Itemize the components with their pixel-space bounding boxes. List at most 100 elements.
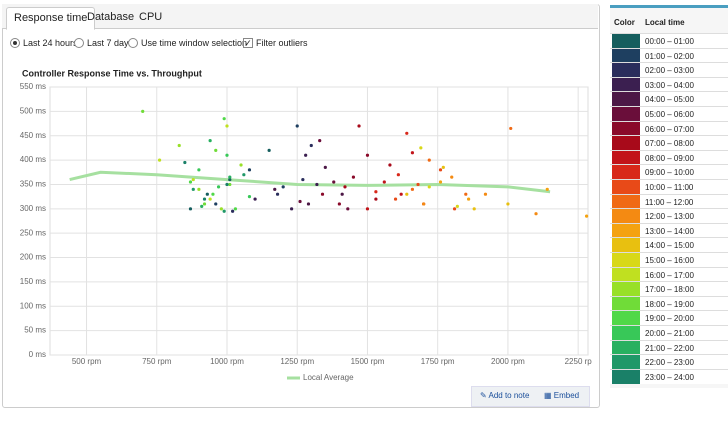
data-point [208,139,212,143]
data-point [388,163,392,167]
tab[interactable]: CPU [139,11,163,23]
legend-row: 04:00 – 05:00 [610,91,728,107]
data-point [416,182,420,187]
y-tick-label: 500 ms [20,106,46,115]
data-point [304,153,308,157]
x-tick-label: 1500 rpm [351,357,385,366]
x-tick-label: 750 rpm [142,357,172,366]
data-point [301,177,305,182]
data-point [405,131,409,135]
checkbox-option[interactable]: ✓ Filter outliers [243,38,308,48]
data-point [427,158,431,162]
data-point [438,168,443,172]
data-point [219,207,223,211]
y-tick-label: 150 ms [20,277,46,286]
data-point [298,199,302,204]
data-point [337,202,341,206]
legend-row: 10:00 – 11:00 [610,179,728,195]
legend-label: 00:00 – 01:00 [645,37,694,46]
data-point [239,163,243,167]
color-swatch [612,48,640,64]
color-swatch [612,63,640,78]
x-tick-label: 1000 rpm [210,357,244,366]
legend-label: Local Average [303,373,354,382]
data-point [202,202,207,206]
data-point [228,177,232,182]
data-point [290,207,294,211]
button-label: Add to note [488,391,530,400]
color-swatch [612,369,640,385]
data-point [306,202,311,206]
data-point [374,197,378,201]
data-point [200,204,204,208]
y-tick-label: 300 ms [20,204,46,213]
embed-button[interactable]: ▦ Embed [544,391,580,400]
radio-option[interactable]: Last 24 hours [10,38,78,48]
tab[interactable]: Database [87,11,135,23]
data-point [393,197,398,201]
data-point [450,175,454,179]
x-tick-label: 1750 rpm [421,357,455,366]
legend-label: 14:00 – 15:00 [645,241,694,251]
data-point [233,207,238,211]
color-swatch [612,223,640,239]
column-header: Local time [645,18,685,27]
data-point [242,173,246,177]
chart: Controller Response Time vs. Throughput … [20,68,593,382]
data-point [225,182,229,187]
data-point [365,207,370,211]
data-point [253,197,257,201]
y-tick-label: 100 ms [20,301,46,310]
x-tick-label: 1250 rpm [280,357,314,366]
data-point [357,124,361,128]
legend-label: 19:00 – 20:00 [645,314,694,324]
color-swatch [612,136,640,151]
data-point [396,173,400,177]
color-swatch [612,340,640,356]
legend-label: 15:00 – 16:00 [645,256,694,265]
legend-label: 10:00 – 11:00 [645,183,694,192]
legend-row: 03:00 – 04:00 [610,76,728,93]
option-label: Filter outliers [256,38,308,48]
add-to-note-button[interactable]: ✎ Add to note [480,391,530,400]
legend-row: 17:00 – 18:00 [610,281,728,297]
color-swatch [612,326,640,341]
color-legend: Color Local time 00:00 – 01:00 01:00 – 02… [610,5,728,388]
data-point [464,192,468,196]
legend-label: 04:00 – 05:00 [645,95,694,105]
legend-row: 07:00 – 08:00 [610,135,728,151]
data-point [275,192,280,196]
legend-row: 16:00 – 17:00 [610,266,728,283]
data-point [509,126,513,131]
data-point [410,151,415,155]
option-label: Last 24 hours [23,38,78,48]
radio-option[interactable]: Last 7 days [74,38,133,48]
color-swatch [612,311,640,326]
legend-row: 23:00 – 24:00 [610,368,728,385]
data-point [422,202,426,206]
data-point [452,207,457,211]
data-point [281,185,285,189]
tab[interactable]: Response time [6,7,96,30]
data-point [205,192,209,196]
data-point [346,207,350,211]
data-point [208,197,212,201]
y-tick-label: 200 ms [20,253,46,262]
legend-label: 17:00 – 18:00 [645,285,694,295]
data-point [231,209,235,213]
option-label: Last 7 days [87,38,134,48]
data-point [309,143,313,148]
data-point [247,168,252,172]
y-tick-label: 50 ms [24,326,46,335]
color-swatch [612,296,640,312]
data-point [222,209,226,213]
legend-label: 20:00 – 21:00 [645,329,694,338]
radio-option[interactable]: Use time window selection [128,38,247,48]
legend-label: 08:00 – 09:00 [645,153,694,163]
legend-label: 16:00 – 17:00 [645,270,694,280]
color-swatch [612,267,640,283]
data-point [228,182,232,187]
data-point [315,182,319,187]
data-point [295,124,299,128]
